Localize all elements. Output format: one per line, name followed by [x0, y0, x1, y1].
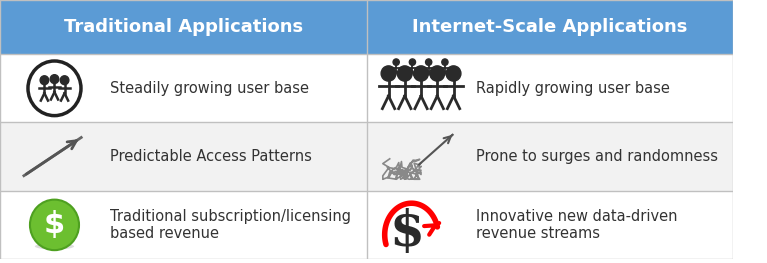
Circle shape [446, 66, 461, 81]
Circle shape [393, 59, 400, 65]
Circle shape [381, 66, 396, 81]
Circle shape [442, 59, 448, 65]
Bar [367, 0, 733, 54]
Circle shape [397, 66, 412, 81]
Circle shape [50, 75, 59, 84]
Circle shape [426, 59, 432, 65]
Text: $: $ [389, 208, 424, 257]
Text: $: $ [44, 210, 65, 239]
Bar [0, 191, 733, 259]
Bar [0, 123, 733, 191]
Text: Internet-Scale Applications: Internet-Scale Applications [412, 18, 687, 36]
Text: Rapidly growing user base: Rapidly growing user base [476, 81, 670, 96]
Text: Traditional subscription/licensing
based revenue: Traditional subscription/licensing based… [110, 209, 351, 241]
Circle shape [61, 76, 69, 85]
Bar [0, 54, 733, 123]
Text: Innovative new data-driven
revenue streams: Innovative new data-driven revenue strea… [476, 209, 678, 241]
Ellipse shape [35, 243, 74, 250]
Bar [0, 0, 367, 54]
Circle shape [430, 66, 445, 81]
Text: Steadily growing user base: Steadily growing user base [110, 81, 309, 96]
Text: Traditional Applications: Traditional Applications [64, 18, 303, 36]
Circle shape [410, 59, 416, 65]
Circle shape [413, 66, 429, 81]
Text: Predictable Access Patterns: Predictable Access Patterns [110, 149, 312, 164]
Text: Prone to surges and randomness: Prone to surges and randomness [476, 149, 719, 164]
Circle shape [40, 76, 48, 85]
Circle shape [30, 200, 79, 250]
